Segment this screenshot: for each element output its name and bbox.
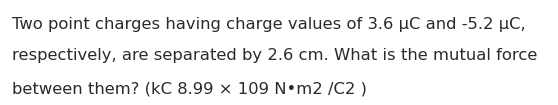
Text: Two point charges having charge values of 3.6 μC and -5.2 μC,: Two point charges having charge values o… [12, 17, 526, 32]
Text: respectively, are separated by 2.6 cm. What is the mutual force: respectively, are separated by 2.6 cm. W… [12, 48, 538, 63]
Text: between them? (kC 8.99 × 109 N•m2 /C2 ): between them? (kC 8.99 × 109 N•m2 /C2 ) [12, 82, 367, 97]
